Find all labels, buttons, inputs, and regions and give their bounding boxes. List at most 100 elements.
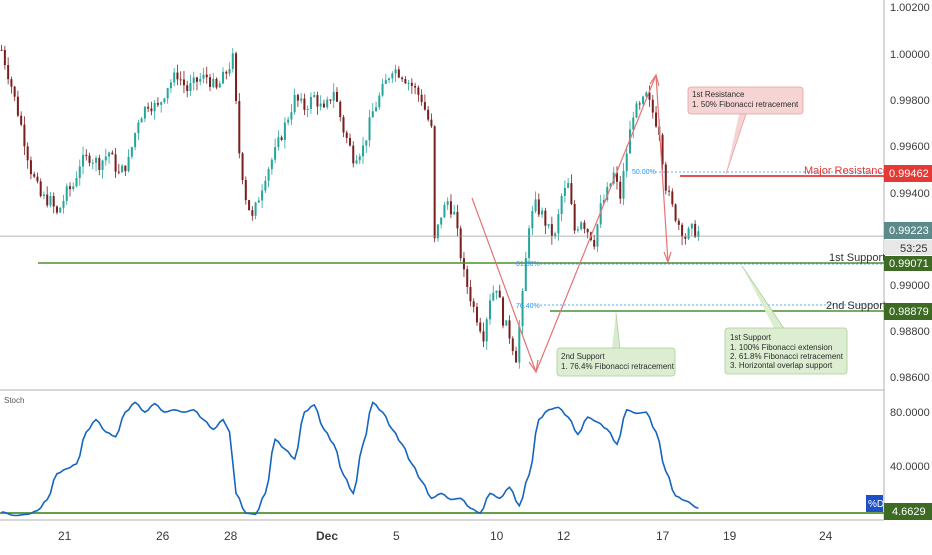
candle-body bbox=[91, 162, 94, 164]
x-label-28: 28 bbox=[224, 529, 238, 543]
candle-body bbox=[391, 73, 394, 79]
candle-body bbox=[472, 301, 475, 307]
candle-body bbox=[231, 53, 234, 69]
candle-body bbox=[274, 147, 277, 160]
candle-body bbox=[235, 53, 238, 102]
candle-body bbox=[326, 99, 329, 108]
x-label-19: 19 bbox=[723, 529, 737, 543]
candle-body bbox=[423, 102, 426, 110]
candle-body bbox=[615, 172, 618, 182]
candle-body bbox=[46, 194, 49, 206]
candle-body bbox=[202, 74, 205, 79]
fib-label-50: 50.00% bbox=[632, 169, 656, 176]
candle-body bbox=[114, 154, 117, 172]
candle-body bbox=[488, 300, 492, 320]
x-label-21: 21 bbox=[58, 529, 72, 543]
candle-body bbox=[127, 156, 130, 172]
candle-body bbox=[384, 80, 387, 84]
candle-body bbox=[261, 190, 264, 201]
candle-body bbox=[648, 92, 651, 100]
resistance-note-line2: 1. 50% Fibonacci retracement bbox=[692, 100, 799, 109]
candle-body bbox=[586, 229, 589, 233]
candle-body bbox=[388, 78, 391, 81]
candle-body bbox=[186, 85, 189, 92]
candle-body bbox=[557, 214, 560, 234]
stoch-level-value: 4.6629 bbox=[892, 506, 926, 518]
candle-body bbox=[117, 171, 120, 173]
candle-body bbox=[599, 203, 602, 225]
candle-body bbox=[541, 210, 544, 215]
candle-body bbox=[443, 204, 446, 218]
candle-body bbox=[16, 96, 19, 116]
candle-body bbox=[248, 200, 251, 211]
price-tick-5: 0.99400 bbox=[890, 188, 930, 200]
stoch-level-tag bbox=[884, 503, 932, 520]
current-price-tag-value: 0.99223 bbox=[889, 225, 929, 237]
candle-body bbox=[82, 154, 85, 167]
candle-body bbox=[466, 269, 469, 287]
price-axis[interactable]: 1.00200 1.00000 0.99800 0.99600 0.99400 … bbox=[890, 2, 930, 384]
candle-body bbox=[602, 200, 605, 204]
candle-body bbox=[417, 87, 420, 95]
support2-tag bbox=[884, 303, 932, 320]
candle-body bbox=[583, 222, 586, 230]
candle-body bbox=[469, 286, 472, 302]
candle-body bbox=[378, 95, 381, 108]
candle-body bbox=[55, 206, 58, 213]
candle-body bbox=[143, 106, 146, 119]
candle-body bbox=[280, 137, 283, 140]
candle-body bbox=[95, 157, 98, 163]
price-tick-8: 0.98600 bbox=[890, 372, 930, 384]
candle-body bbox=[485, 319, 488, 342]
candle-body bbox=[365, 140, 368, 146]
candle-body bbox=[668, 190, 671, 192]
x-label-17: 17 bbox=[656, 529, 670, 543]
candle-body bbox=[287, 119, 290, 123]
candle-body bbox=[52, 196, 55, 207]
support1-annotation[interactable]: 1st Support 1. 100% Fibonacci extension … bbox=[724, 265, 848, 375]
candle-body bbox=[655, 112, 658, 127]
candle-body bbox=[642, 96, 645, 104]
candle-body bbox=[59, 207, 62, 213]
support2-note-line1: 2nd Support bbox=[561, 352, 605, 361]
fib-arrow-up bbox=[535, 74, 657, 373]
current-price-tag bbox=[884, 222, 932, 239]
candle-body bbox=[440, 217, 443, 225]
candle-body bbox=[222, 71, 225, 84]
candle-body bbox=[638, 103, 641, 105]
candle-body bbox=[20, 115, 23, 125]
support1-note-line2: 1. 100% Fibonacci extension bbox=[730, 343, 832, 352]
candle-body bbox=[33, 174, 36, 177]
candle-body bbox=[453, 211, 456, 215]
stoch-tick-40: 40.0000 bbox=[890, 461, 930, 473]
candle-body bbox=[124, 165, 127, 172]
candle-body bbox=[394, 69, 397, 74]
candle-body bbox=[671, 191, 674, 205]
x-label-24: 24 bbox=[819, 529, 833, 543]
support2-annotation[interactable]: 2nd Support 1. 76.4% Fibonacci retraceme… bbox=[556, 312, 676, 377]
time-axis[interactable]: 21 26 28 Dec 5 10 12 17 19 24 bbox=[58, 529, 833, 543]
candle-body bbox=[534, 199, 537, 212]
candle-body bbox=[313, 95, 316, 98]
candle-body bbox=[75, 178, 78, 187]
resistance-annotation[interactable]: 1st Resistance 1. 50% Fibonacci retracem… bbox=[687, 86, 804, 175]
candle-body bbox=[560, 195, 563, 215]
stoch-title: Stoch bbox=[4, 396, 24, 405]
candle-body bbox=[241, 153, 244, 181]
countdown-tag bbox=[884, 240, 932, 255]
fib-arrow-ext bbox=[655, 74, 669, 263]
candle-body bbox=[176, 72, 179, 80]
major-resistance-tag bbox=[884, 165, 932, 182]
candle-body bbox=[137, 122, 140, 134]
candle-body bbox=[23, 124, 26, 147]
fib-label-618: 61.80% bbox=[516, 261, 540, 268]
candle-body bbox=[446, 201, 449, 205]
x-label-26: 26 bbox=[156, 529, 170, 543]
candle-body bbox=[635, 103, 638, 118]
candle-body bbox=[29, 160, 32, 175]
candle-body bbox=[521, 290, 524, 327]
support1-tag bbox=[884, 256, 932, 271]
candle-body bbox=[134, 133, 137, 148]
